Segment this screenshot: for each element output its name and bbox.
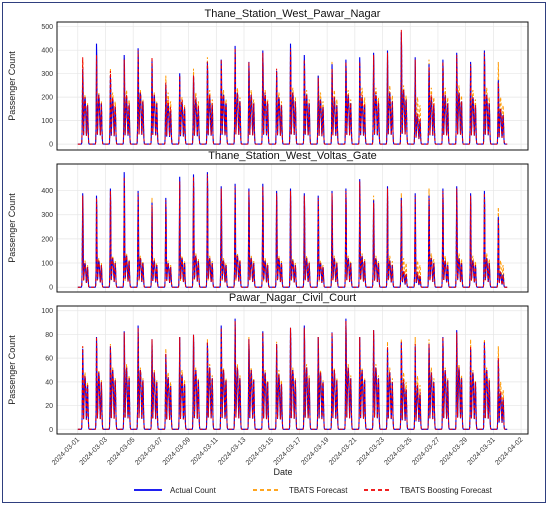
- series-line-boosting: [77, 320, 508, 430]
- x-tick-label: 2024-03-25: [383, 436, 413, 466]
- y-axis-label: Passenger Count: [7, 193, 17, 263]
- series-line-boosting: [77, 29, 508, 145]
- panel-title: Pawar_Nagar_Civil_Court: [229, 292, 356, 304]
- x-tick-label: 2024-03-15: [245, 436, 275, 466]
- x-tick-label: 2024-03-19: [300, 436, 330, 466]
- legend-label-tbats: TBATS Forecast: [289, 486, 348, 495]
- legend-item-tbats: TBATS Forecast: [253, 486, 348, 495]
- panel-3: 0 20 40 60 80 100 Pawar_Nagar_Civil_Court Passe…: [7, 292, 529, 435]
- x-tick-label: 2024-03-07: [134, 436, 164, 466]
- panel-2: 0 100 200 300 400 Thane_Station_West_Voltas_G…: [7, 150, 529, 293]
- legend-item-actual: Actual Count: [134, 486, 217, 495]
- figure-frame: [2, 2, 546, 503]
- legend: Actual Count TBATS Forecast TBATS Boosti…: [134, 486, 493, 495]
- x-tick-label: 2024-03-03: [79, 436, 109, 466]
- y-tick-label: 300: [41, 212, 53, 219]
- y-axis-label: Passenger Count: [7, 51, 17, 121]
- plot-border: [56, 163, 529, 293]
- y-axis-label: Passenger Count: [7, 335, 17, 405]
- plot-border: [56, 21, 529, 151]
- y-tick-label: 40: [45, 379, 53, 386]
- x-tick-label: 2024-03-31: [467, 436, 497, 466]
- y-tick-label: 400: [41, 188, 53, 195]
- legend-label-actual: Actual Count: [170, 486, 217, 495]
- panel-title: Thane_Station_West_Pawar_Nagar: [205, 8, 381, 20]
- y-tick-label: 100: [41, 261, 53, 268]
- x-tick-label: 2024-04-02: [494, 436, 524, 466]
- panel-1: 0 100 200 300 400 500 Thane_Station_West_Pawar…: [7, 8, 529, 151]
- y-tick-label: 0: [49, 142, 53, 149]
- y-tick-label: 80: [45, 332, 53, 339]
- y-tick-label: 400: [41, 48, 53, 55]
- x-tick-label: 2024-03-01: [51, 436, 81, 466]
- x-tick-label: 2024-03-11: [190, 436, 220, 466]
- y-tick-label: 200: [41, 236, 53, 243]
- x-tick-label: 2024-03-23: [356, 436, 386, 466]
- x-tick-label: 2024-03-05: [106, 436, 136, 466]
- x-tick-label: 2024-03-13: [217, 436, 247, 466]
- y-tick-label: 0: [49, 285, 53, 292]
- y-tick-label: 300: [41, 71, 53, 78]
- x-tick-label: 2024-03-29: [439, 436, 469, 466]
- plot-border: [56, 305, 529, 435]
- y-tick-label: 20: [45, 403, 53, 410]
- series-line-boosting: [77, 174, 508, 288]
- legend-item-boosting: TBATS Boosting Forecast: [364, 486, 493, 495]
- y-tick-label: 100: [41, 308, 53, 315]
- y-tick-label: 200: [41, 95, 53, 102]
- panel-title: Thane_Station_West_Voltas_Gate: [208, 150, 377, 162]
- y-tick-label: 100: [41, 118, 53, 125]
- x-tick-label: 2024-03-21: [328, 436, 358, 466]
- y-tick-label: 500: [41, 24, 53, 31]
- x-tick-label: 2024-03-09: [162, 436, 192, 466]
- x-tick-label: 2024-03-27: [411, 436, 441, 466]
- y-tick-label: 0: [49, 427, 53, 434]
- y-tick-label: 60: [45, 356, 53, 363]
- x-tick-label: 2024-03-17: [273, 436, 303, 466]
- x-axis-label: Date: [273, 467, 292, 477]
- legend-label-boosting: TBATS Boosting Forecast: [400, 486, 493, 495]
